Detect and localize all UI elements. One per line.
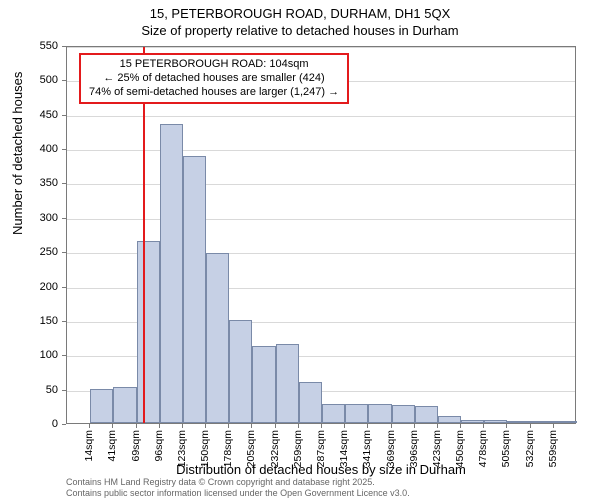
callout-line-3: 74% of semi-detached houses are larger (… [89, 86, 339, 100]
y-tick-label: 350 [40, 177, 58, 189]
x-tick-label: 69sqm [130, 430, 142, 462]
histogram-bar [160, 124, 183, 423]
histogram-bar [113, 387, 136, 423]
footer-line-1: Contains HM Land Registry data © Crown c… [66, 477, 410, 487]
histogram-bar [322, 404, 345, 423]
y-tick-label: 200 [40, 281, 58, 293]
histogram-bar [461, 420, 484, 423]
x-axis-label: Distribution of detached houses by size … [66, 462, 576, 477]
histogram-bar [484, 420, 507, 423]
histogram-bar [183, 156, 206, 423]
y-tick-label: 550 [40, 40, 58, 52]
histogram-bar [438, 416, 461, 423]
y-axis-ticks: 050100150200250300350400450500550 [0, 46, 62, 424]
title-line-1: 15, PETERBOROUGH ROAD, DURHAM, DH1 5QX [0, 6, 600, 23]
histogram-bar [206, 253, 229, 423]
y-tick-label: 400 [40, 143, 58, 155]
y-tick-label: 300 [40, 212, 58, 224]
chart-title: 15, PETERBOROUGH ROAD, DURHAM, DH1 5QX S… [0, 0, 600, 40]
histogram-bar [229, 320, 252, 423]
footer-attribution: Contains HM Land Registry data © Crown c… [66, 477, 410, 498]
y-tick-label: 250 [40, 246, 58, 258]
histogram-bar [137, 241, 160, 423]
y-tick-label: 150 [40, 315, 58, 327]
histogram-bar [415, 406, 438, 423]
histogram-bar [554, 421, 577, 423]
y-tick-label: 500 [40, 74, 58, 86]
x-tick-label: 96sqm [153, 430, 165, 462]
title-line-2: Size of property relative to detached ho… [0, 23, 600, 40]
footer-line-2: Contains public sector information licen… [66, 488, 410, 498]
histogram-bar [345, 404, 368, 423]
plot-area: 15 PETERBOROUGH ROAD: 104sqm← 25% of det… [66, 46, 576, 424]
y-tick-label: 100 [40, 349, 58, 361]
callout-line-2: ← 25% of detached houses are smaller (42… [89, 72, 339, 86]
histogram-bar [299, 382, 322, 423]
y-tick-label: 0 [52, 418, 58, 430]
histogram-bar [507, 421, 530, 423]
y-tick-label: 50 [46, 384, 58, 396]
y-tick-label: 450 [40, 109, 58, 121]
histogram-bar [90, 389, 113, 423]
histogram-bar [368, 404, 391, 423]
x-tick-label: 41sqm [106, 430, 118, 462]
histogram-bar [276, 344, 299, 423]
histogram-bar [252, 346, 275, 423]
x-tick-label: 14sqm [83, 430, 95, 462]
chart-container: 15, PETERBOROUGH ROAD, DURHAM, DH1 5QX S… [0, 0, 600, 500]
property-callout: 15 PETERBOROUGH ROAD: 104sqm← 25% of det… [79, 53, 349, 104]
histogram-bar [392, 405, 415, 423]
histogram-bar [531, 421, 554, 423]
callout-line-1: 15 PETERBOROUGH ROAD: 104sqm [89, 58, 339, 72]
